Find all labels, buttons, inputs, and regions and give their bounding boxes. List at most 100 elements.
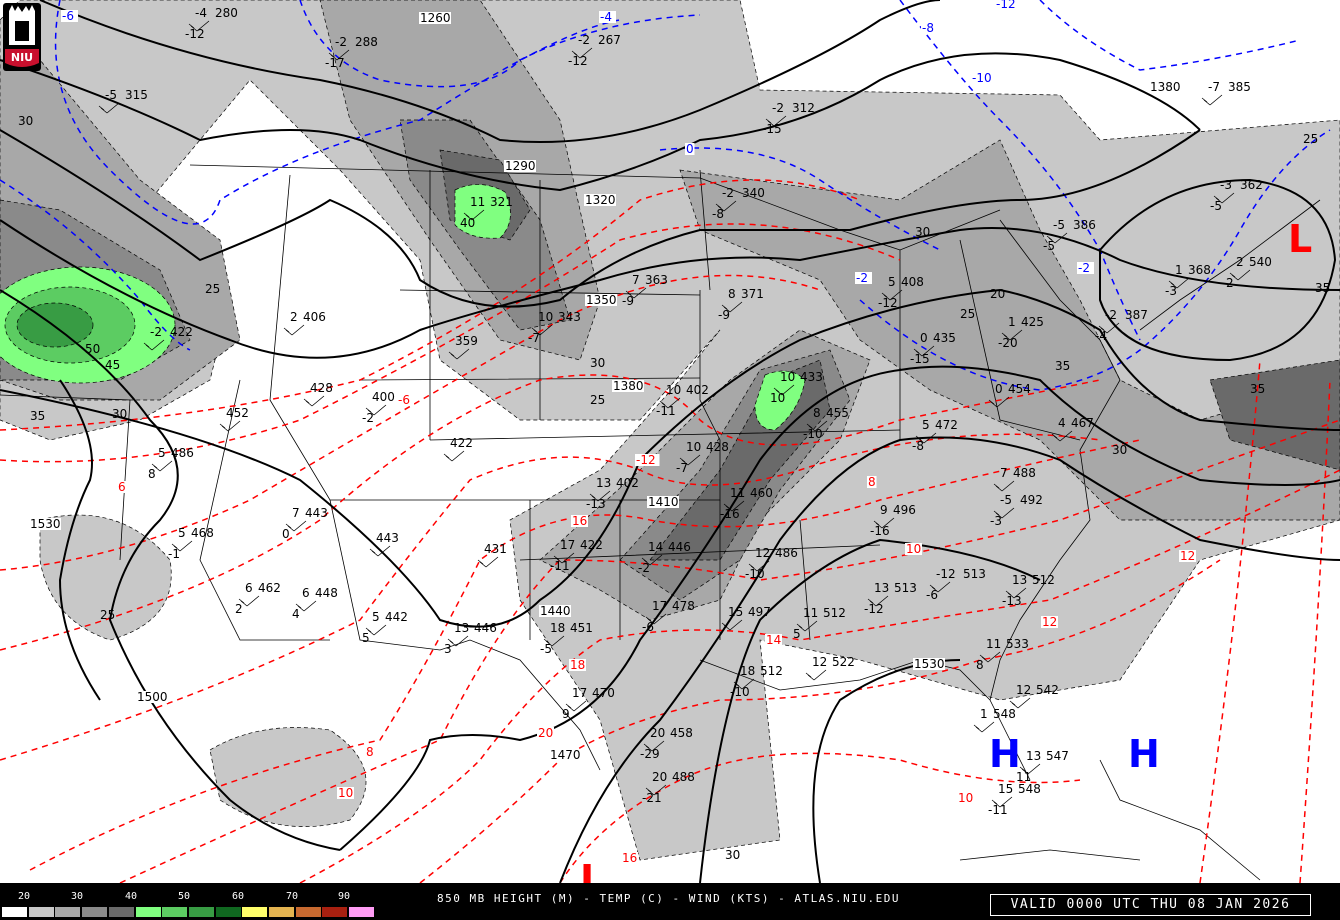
isotach-label: 30 xyxy=(112,407,127,421)
station-temperature: 5 xyxy=(158,446,166,460)
warm-isotherm-label: 12 xyxy=(1042,615,1057,629)
label-background xyxy=(913,658,945,670)
station-temperature: 17 xyxy=(560,538,575,552)
station-dewpoint: 5 xyxy=(793,627,801,641)
station-dewpoint: -9 xyxy=(622,294,634,308)
height-contour-label: 1440 xyxy=(540,604,571,618)
wind-barb-icon xyxy=(531,324,553,336)
station-plot: -5 386 -5 xyxy=(1043,218,1096,253)
station-temperature: 0 xyxy=(920,331,928,345)
station-dewpoint: 4 xyxy=(292,607,300,621)
wind-barb-icon xyxy=(1229,269,1251,281)
station-plot: 428 xyxy=(303,381,333,407)
station-temperature: 11 xyxy=(730,486,745,500)
station-dewpoint: -9 xyxy=(718,308,730,322)
colorbar-label: 70 xyxy=(285,891,299,902)
cold-isotherm-label: -2 xyxy=(856,271,868,285)
station-plot: 6 462 2 xyxy=(235,581,281,616)
station-plot: 10 428 -7 xyxy=(676,440,729,475)
shade-40-ne xyxy=(679,139,1340,521)
station-temperature: 15 xyxy=(728,605,743,619)
station-height: 315 xyxy=(125,88,148,102)
station-plot: 11 460 -16 xyxy=(720,486,773,521)
wind-barb-icon xyxy=(1213,192,1235,204)
station-height: 540 xyxy=(1249,255,1272,269)
station-height: 400 xyxy=(372,390,395,404)
station-height: 359 xyxy=(455,334,478,348)
wind-barb-icon xyxy=(369,545,391,557)
label-background xyxy=(621,852,638,864)
station-height: 497 xyxy=(748,605,771,619)
station-plot: 10 343 -7 xyxy=(528,310,581,345)
wind-barb-icon xyxy=(1001,329,1023,341)
pressure-centers: H H L L xyxy=(580,217,1312,883)
colorbar-swatch xyxy=(2,907,27,917)
station-height: 478 xyxy=(672,599,695,613)
wind-barb-icon xyxy=(988,396,1010,408)
text-labels: 1260129013201350138014101440147015001530… xyxy=(18,0,1330,865)
station-plot: 5 442 5 xyxy=(362,610,408,645)
label-background xyxy=(585,294,617,306)
station-dewpoint: -20 xyxy=(998,336,1018,350)
station-height: 280 xyxy=(215,6,238,20)
station-temperature: 15 xyxy=(998,782,1013,796)
station-plot: 10 402 -11 xyxy=(656,383,709,418)
colorbar-swatch xyxy=(82,907,108,917)
label-background xyxy=(549,749,581,761)
station-temperature: 10 xyxy=(686,440,701,454)
label-background xyxy=(539,605,571,617)
station-plot: 11 321 40 xyxy=(460,195,513,230)
label-background xyxy=(117,481,127,493)
warm-isotherm-label: 16 xyxy=(622,851,637,865)
station-plot: -2 422 xyxy=(143,325,193,351)
cold-isotherm-label: -4 xyxy=(600,10,612,24)
wind-barb-icon xyxy=(1019,763,1041,775)
station-height: 548 xyxy=(1018,782,1041,796)
label-background xyxy=(867,476,877,488)
station-height: 312 xyxy=(792,101,815,115)
station-temperature: 5 xyxy=(178,526,186,540)
station-temperature: 20 xyxy=(650,726,665,740)
station-temperature: 7 xyxy=(632,273,640,287)
station-height: 513 xyxy=(963,567,986,581)
station-height: 340 xyxy=(742,186,765,200)
isotach-label: 35 xyxy=(1055,359,1070,373)
station-temperature: -2 xyxy=(578,33,590,47)
station-plot: 17 470 9 xyxy=(562,686,615,721)
station-height: 443 xyxy=(305,506,328,520)
station-height: 443 xyxy=(376,531,399,545)
station-dewpoint: -21 xyxy=(642,791,662,805)
station-plot: 17 422 -11 xyxy=(550,538,603,573)
station-height: 451 xyxy=(570,621,593,635)
colorbar-swatch xyxy=(28,907,54,917)
warm-isotherm-label: 8 xyxy=(366,745,374,759)
station-height: 548 xyxy=(993,707,1016,721)
colorbar-swatch xyxy=(162,907,188,917)
station-dewpoint: -8 xyxy=(912,439,924,453)
station-height: 386 xyxy=(1073,218,1096,232)
wind-barb-icon xyxy=(589,490,611,502)
wind-barb-icon xyxy=(98,102,120,114)
wind-barb-icon xyxy=(447,635,469,647)
isotach-label: 25 xyxy=(205,282,220,296)
station-height: 442 xyxy=(385,610,408,624)
station-plot: 18 512 -10 xyxy=(730,664,783,699)
station-dewpoint: -11 xyxy=(550,559,570,573)
station-plot: -3 362 -5 xyxy=(1210,178,1263,213)
low-pressure-marker: L xyxy=(1288,217,1312,261)
station-height: 454 xyxy=(1008,382,1031,396)
station-plot: 12 542 xyxy=(1009,683,1059,709)
wind-barb-icon xyxy=(748,560,770,572)
label-background xyxy=(571,515,588,527)
station-plot: 13 402 -13 xyxy=(586,476,639,511)
warm-isotherm-label: 10 xyxy=(958,791,973,805)
label-background xyxy=(995,0,1020,10)
wind-barb-icon xyxy=(171,540,193,552)
station-height: 428 xyxy=(310,381,333,395)
label-background xyxy=(647,496,679,508)
station-dewpoint: -6 xyxy=(642,620,654,634)
station-temperature: -3 xyxy=(1220,178,1232,192)
valid-time-box: VALID 0000 UTC THU 08 JAN 2026 xyxy=(990,894,1311,916)
wind-barb-icon xyxy=(219,420,241,432)
station-temperature: 7 xyxy=(292,506,300,520)
